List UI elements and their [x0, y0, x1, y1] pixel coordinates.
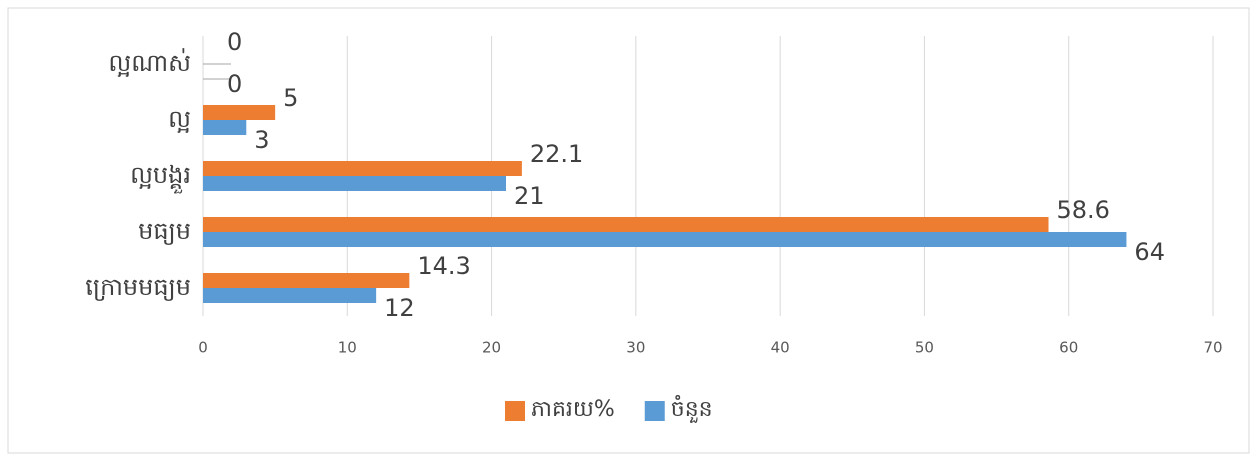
bar [203, 120, 247, 135]
x-tick-label: 50 [915, 339, 934, 357]
x-tick-label: 10 [338, 339, 357, 357]
data-label: 21 [514, 182, 545, 210]
legend-swatch [644, 401, 665, 421]
x-tick-label: 20 [482, 339, 501, 357]
y-tick-label: ក្រោមមធ្យម [85, 273, 191, 301]
x-tick-label: 60 [1059, 339, 1078, 357]
data-label: 3 [254, 126, 269, 154]
legend-swatch [505, 401, 525, 421]
x-tick-label: 30 [626, 339, 645, 357]
data-label: 22.1 [530, 140, 583, 168]
y-tick-label: មធ្យម [138, 217, 191, 245]
y-tick-label: ល្អបង្គួរ [130, 161, 191, 194]
y-tick-label: ល្អណាស់ [108, 48, 191, 77]
bar [203, 161, 522, 176]
x-tick-label: 0 [198, 339, 208, 357]
bar [203, 232, 1127, 247]
bar [203, 288, 377, 303]
bar [203, 176, 506, 191]
y-tick-label: ល្អ [168, 105, 191, 133]
legend-label: ភាគរយ% [531, 397, 615, 422]
legend-label: ចំនួន [671, 395, 713, 423]
data-label: 58.6 [1057, 196, 1110, 224]
bar [203, 105, 276, 120]
x-tick-label: 70 [1203, 339, 1222, 357]
x-tick-label: 40 [771, 339, 790, 357]
bar [203, 217, 1049, 232]
data-label: 12 [384, 294, 415, 322]
data-label: 5 [283, 84, 298, 112]
bar [203, 273, 410, 288]
data-label: 0 [227, 70, 242, 98]
data-label: 14.3 [417, 252, 470, 280]
data-label: 0 [227, 28, 242, 56]
data-label: 64 [1134, 238, 1165, 266]
